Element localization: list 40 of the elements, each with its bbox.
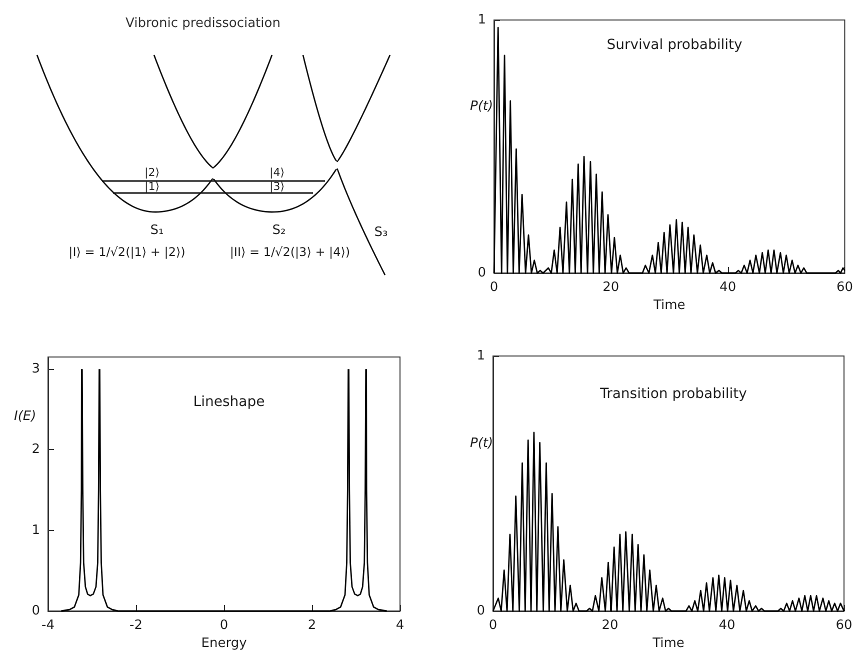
y-tick-label: 1 bbox=[32, 522, 40, 538]
y-tick-label: 3 bbox=[32, 362, 40, 377]
text: Transition probability bbox=[599, 386, 747, 402]
x-tick-label: -2 bbox=[130, 618, 142, 633]
y-tick-label: 1 bbox=[476, 348, 485, 364]
text: |II⟩ = 1/√2(|3⟩ + |4⟩) bbox=[230, 245, 350, 259]
text: Survival probability bbox=[606, 37, 742, 53]
x-tick-label: 0 bbox=[220, 618, 228, 633]
y-tick-label: 1 bbox=[478, 12, 486, 28]
text: |1⟩ bbox=[144, 180, 160, 193]
y-tick-label: 2 bbox=[32, 442, 40, 458]
x-tick-label: 0 bbox=[488, 618, 498, 633]
text: Vibronic predissociation bbox=[126, 16, 280, 31]
y-tick-label: 0 bbox=[476, 604, 485, 618]
x-tick-label: 40 bbox=[718, 618, 736, 633]
text: |2⟩ bbox=[144, 166, 160, 179]
x-tick-label: 60 bbox=[836, 618, 852, 633]
x-axis-title: Time bbox=[652, 298, 686, 313]
y-tick-label: 0 bbox=[32, 604, 40, 618]
x-tick-label: 2 bbox=[308, 618, 316, 633]
text: |4⟩ bbox=[270, 166, 284, 179]
x-axis-title: Energy bbox=[201, 636, 248, 651]
text: Lineshape bbox=[193, 394, 265, 410]
x-tick-label: 20 bbox=[602, 280, 620, 295]
x-axis-title: Time bbox=[652, 636, 684, 651]
x-tick-label: 60 bbox=[836, 280, 853, 295]
text: S₁ bbox=[150, 223, 164, 238]
text: S₃ bbox=[374, 225, 388, 240]
text: |I⟩ = 1/√2(|1⟩ + |2⟩) bbox=[68, 245, 186, 259]
x-tick-label: 20 bbox=[602, 618, 618, 633]
x-tick-label: 4 bbox=[396, 618, 404, 633]
text: S₂ bbox=[272, 223, 286, 238]
y-tick-label: 0 bbox=[478, 266, 486, 280]
x-tick-label: 40 bbox=[720, 280, 736, 295]
text: |3⟩ bbox=[270, 180, 284, 193]
y-axis-title: P(t) bbox=[470, 99, 494, 114]
y-axis-title: I(E) bbox=[14, 409, 36, 424]
x-tick-label: 0 bbox=[490, 280, 498, 295]
y-axis-title: P(t) bbox=[470, 436, 494, 451]
x-tick-label: -4 bbox=[42, 618, 54, 633]
